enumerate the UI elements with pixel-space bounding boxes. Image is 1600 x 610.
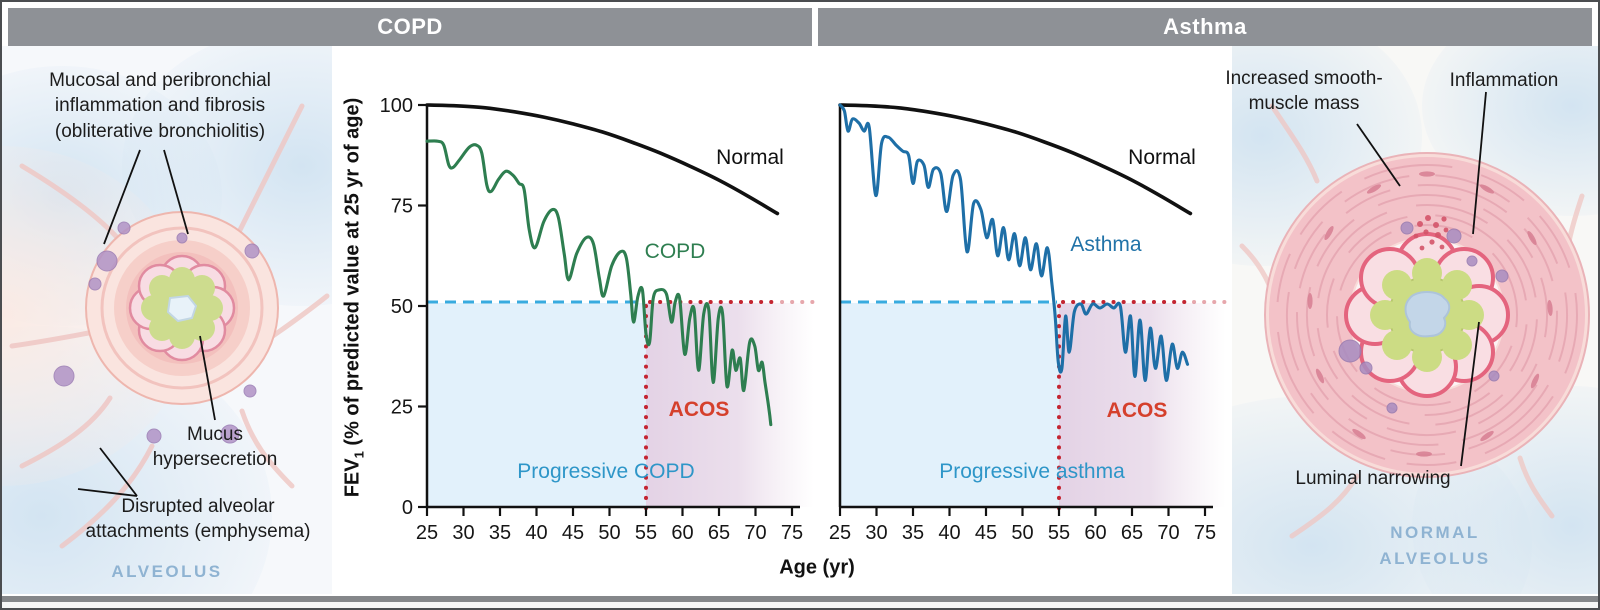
x-tick-label: 40 (938, 522, 960, 544)
y-tick-label: 25 (391, 397, 413, 419)
x-tick-label: 55 (1048, 522, 1070, 544)
label-smooth-muscle: Increased smooth- muscle mass (1225, 68, 1383, 115)
y-tick-label: 0 (402, 497, 413, 519)
x-tick-label: 25 (416, 522, 438, 544)
pointer-lines (77, 149, 216, 497)
y-tick-label: 75 (391, 196, 413, 218)
inflammatory-cells (53, 221, 260, 444)
x-tick-label: 30 (452, 522, 474, 544)
progressive-asthma-label: Progressive asthma (939, 460, 1125, 483)
copd-curve-label: COPD (644, 240, 706, 263)
progressive-copd-label: Progressive COPD (517, 460, 695, 483)
y-axis-label: FEV1 (% of predicted value at 25 yr of a… (332, 74, 376, 520)
x-tick-label: 35 (902, 522, 924, 544)
fibrosis-pointer-line-left (103, 149, 141, 245)
x-tick-label: 60 (671, 522, 693, 544)
mucus-filled-lumen (141, 267, 223, 349)
inflammation-pointer-line (1472, 91, 1487, 235)
y-tick-label: 50 (391, 296, 413, 318)
smooth-muscle-pointer-line (1356, 123, 1401, 187)
x-tick-label: 70 (744, 522, 766, 544)
x-tick-label: 45 (562, 522, 584, 544)
x-tick-label: 40 (525, 522, 547, 544)
x-tick-label: 50 (598, 522, 620, 544)
acos-label-left: ACOS (668, 398, 730, 421)
smooth-muscle-fibers (1276, 164, 1578, 466)
y-tick-label: 100 (380, 95, 413, 117)
label-emphysema: Disrupted alveolar attachments (emphysem… (85, 496, 311, 543)
narrowed-lumen (1404, 291, 1451, 338)
label-mucus-hypersecretion: Mucus hypersecretion (152, 424, 278, 471)
normal-curve-label-left: Normal (716, 146, 784, 169)
bottom-rule (2, 596, 1598, 602)
label-luminal-narrowing: Luminal narrowing (1295, 468, 1451, 489)
x-tick-label: 25 (829, 522, 851, 544)
x-tick-label: 60 (1084, 522, 1106, 544)
x-axis-label: Age (yr) (779, 556, 855, 579)
x-tick-label: 50 (1011, 522, 1033, 544)
curve-copd (425, 139, 773, 427)
x-tick-label: 35 (489, 522, 511, 544)
x-tick-label: 65 (1121, 522, 1143, 544)
y-axis-label-text: FEV1 (% of predicted value at 25 yr of a… (341, 97, 367, 497)
panel-header-copd: COPD (8, 8, 812, 46)
bottom-margin (2, 602, 1598, 608)
fibrosis-pointer-line-right (163, 149, 189, 235)
asthma-curve-label: Asthma (1070, 233, 1142, 256)
x-tick-label: 75 (1194, 522, 1216, 544)
illustration-asthma-airway: Increased smooth- muscle mass Inflammati… (1225, 46, 1598, 594)
acos-label-right: ACOS (1106, 399, 1168, 422)
x-tick-label: 70 (1157, 522, 1179, 544)
normal-curve-label-right: Normal (1128, 146, 1196, 169)
x-tick-label: 55 (635, 522, 657, 544)
muscle-cell-nuclei (1307, 171, 1553, 457)
x-tick-label: 65 (708, 522, 730, 544)
mucus-pointer-line (199, 335, 216, 421)
caption-alveolus: ALVEOLUS (111, 562, 223, 581)
x-tick-label: 75 (781, 522, 803, 544)
narrowed-lumen (166, 294, 198, 323)
emphysema-pointer-line-upper (99, 447, 138, 497)
x-tick-label: 30 (865, 522, 887, 544)
bronchiole-cross-section (53, 211, 279, 444)
label-fibrosis: Mucosal and peribronchial inflammation a… (49, 70, 271, 142)
pointer-lines (1356, 91, 1487, 467)
copd-airway-art (2, 46, 332, 594)
luminal-pointer-line (1460, 321, 1480, 467)
label-inflammation: Inflammation (1449, 70, 1559, 91)
inflammation-cluster (1338, 215, 1509, 414)
asthma-airway-art (1232, 46, 1598, 594)
bronchiole-cross-section (1264, 152, 1590, 478)
emphysema-pointer-line-lower (77, 488, 138, 497)
x-tick-label: 45 (975, 522, 997, 544)
illustration-copd-airway: Mucosal and peribronchial inflammation a… (2, 46, 332, 594)
caption-normal-alveolus: NORMAL ALVEOLUS (1379, 523, 1491, 568)
panel-header-asthma: Asthma (818, 8, 1592, 46)
